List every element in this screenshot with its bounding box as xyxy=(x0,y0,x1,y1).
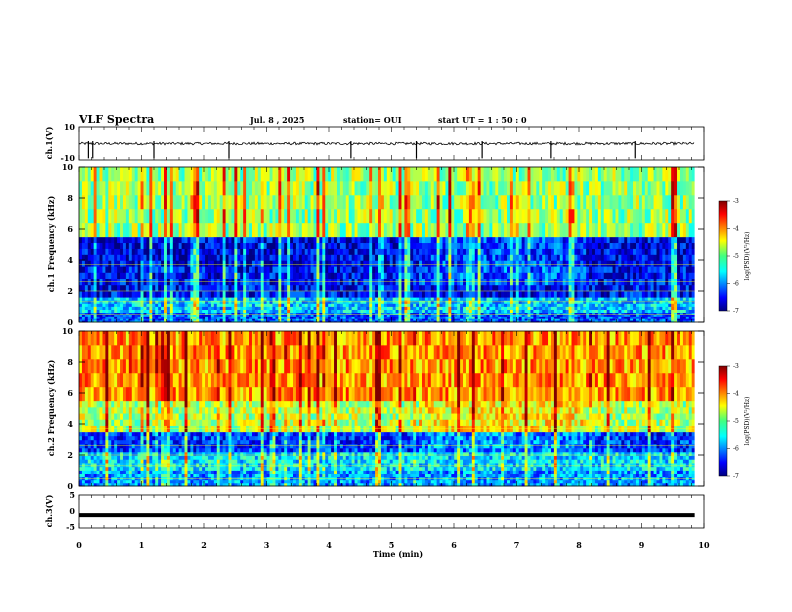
ch1-waveform-ylabel: ch.1(V) xyxy=(44,126,54,159)
ch2-colorbar-ticks: -3 -4 -5 -6 -7 xyxy=(727,363,739,480)
freq-tick-label-4: 8 xyxy=(67,193,73,203)
figure-title: VLF Spectra xyxy=(78,113,154,126)
freq-tick-label-1: 2 xyxy=(67,450,73,460)
ch3-waveform-panel: 5 0 -5 ch.3(V) xyxy=(44,490,705,532)
ch1-colorbar xyxy=(718,200,728,312)
ch1-freq-ticks: 0 2 4 6 8 10 xyxy=(62,162,704,327)
ch3-ytick-mid: 0 xyxy=(69,506,75,516)
freq-tick-label-3: 6 xyxy=(67,388,73,398)
ch1-colorbar-label: log(PSD)(V²/Hz) xyxy=(744,232,751,281)
ch3-waveform-ylabel: ch.3(V) xyxy=(44,494,54,527)
colorbar-tick-label-0: -3 xyxy=(733,198,739,205)
x-tick-label-7: 7 xyxy=(514,540,520,550)
freq-tick-label-5: 10 xyxy=(62,162,74,172)
ch1-spectrogram-ylabel: ch.1 Frequency (kHz) xyxy=(46,196,56,293)
ch3-ytick-top: 5 xyxy=(69,490,75,500)
ch2-spectrogram-image xyxy=(79,331,704,487)
ch1-spectrogram-image xyxy=(79,167,704,323)
colorbar-tick-label-4: -7 xyxy=(733,308,739,315)
ch2-spectrogram-ylabel: ch.2 Frequency (kHz) xyxy=(46,360,56,457)
freq-tick-label-3: 6 xyxy=(67,224,73,234)
x-axis-ticks xyxy=(78,127,705,528)
colorbar-tick-label-3: -6 xyxy=(733,281,739,288)
freq-tick-label-2: 4 xyxy=(67,255,73,265)
colorbar-tick-label-2: -5 xyxy=(733,418,739,425)
x-tick-label-2: 2 xyxy=(201,540,207,550)
freq-tick-label-1: 2 xyxy=(67,286,73,296)
x-axis-label: Time (min) xyxy=(373,549,423,559)
ch1-ytick-top: 10 xyxy=(64,122,76,132)
start-time-label: start UT = 1 : 50 : 0 xyxy=(438,115,527,125)
x-axis-tick-labels: 0 1 2 3 4 5 6 7 8 9 10 xyxy=(76,540,710,550)
x-tick-label-10: 10 xyxy=(698,540,710,550)
colorbar-tick-label-1: -4 xyxy=(733,226,739,233)
x-tick-label-0: 0 xyxy=(76,540,82,550)
colorbar-tick-label-3: -6 xyxy=(733,446,739,453)
ch1-waveform-panel: 10 -10 ch.1(V) xyxy=(44,122,705,163)
ch2-freq-ticks: 0 2 4 6 8 10 xyxy=(62,326,704,491)
x-tick-label-5: 5 xyxy=(389,540,395,550)
ch2-colorbar xyxy=(718,365,728,477)
ch3-ytick-bottom: -5 xyxy=(66,522,75,532)
colorbar-tick-label-4: -7 xyxy=(733,473,739,480)
freq-tick-label-0: 0 xyxy=(67,317,73,327)
colorbar-tick-label-2: -5 xyxy=(733,253,739,260)
ch1-ytick-bottom: -10 xyxy=(61,153,76,163)
ch1-colorbar-ticks: -3 -4 -5 -6 -7 xyxy=(727,198,739,315)
freq-tick-label-0: 0 xyxy=(67,481,73,491)
ch2-colorbar-label: log(PSD)(V²/Hz) xyxy=(744,397,751,446)
x-tick-label-9: 9 xyxy=(639,540,645,550)
x-tick-label-4: 4 xyxy=(326,540,332,550)
station-label: station= OUI xyxy=(343,115,402,125)
x-tick-label-6: 6 xyxy=(451,540,457,550)
freq-tick-label-5: 10 xyxy=(62,326,74,336)
x-tick-label-1: 1 xyxy=(139,540,145,550)
date-label: Jul. 8 , 2025 xyxy=(249,115,304,125)
freq-tick-label-2: 4 xyxy=(67,419,73,429)
colorbar-tick-label-0: -3 xyxy=(733,363,739,370)
x-tick-label-8: 8 xyxy=(576,540,582,550)
freq-tick-label-4: 8 xyxy=(67,357,73,367)
colorbar-tick-label-1: -4 xyxy=(733,391,739,398)
ch1-waveform-line xyxy=(78,141,695,146)
x-tick-label-3: 3 xyxy=(264,540,270,550)
